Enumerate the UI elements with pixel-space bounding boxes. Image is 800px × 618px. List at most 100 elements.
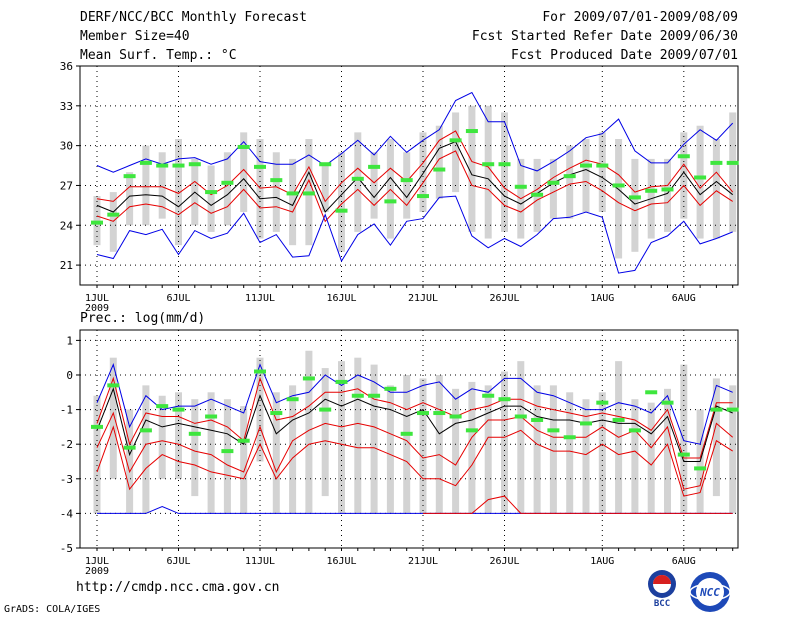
year-label: 2009 xyxy=(85,566,109,577)
observed-marker xyxy=(710,160,723,165)
observed-marker xyxy=(270,411,283,416)
observed-marker xyxy=(351,176,364,181)
observed-marker xyxy=(400,431,413,436)
spread-box xyxy=(566,145,574,219)
spread-box xyxy=(126,172,134,226)
x-tick-label: 21JUL xyxy=(408,556,438,567)
spread-box xyxy=(582,399,590,514)
observed-marker xyxy=(123,174,136,179)
observed-marker xyxy=(368,393,381,398)
spread-box xyxy=(729,112,737,232)
series-line xyxy=(96,150,733,223)
x-tick-label: 6JUL xyxy=(166,293,190,304)
observed-marker xyxy=(449,138,462,143)
spread-box xyxy=(403,374,411,514)
grads-credit: GrADS: COLA/IGES xyxy=(4,604,101,615)
spread-box xyxy=(289,158,297,246)
spread-box xyxy=(484,385,492,514)
x-tick-label: 16JUL xyxy=(326,293,356,304)
forecast-period: For 2009/07/01-2009/08/09 xyxy=(542,10,738,25)
spread-box xyxy=(370,152,378,219)
observed-marker xyxy=(677,452,690,457)
observed-marker xyxy=(221,180,234,185)
series-line xyxy=(96,387,733,462)
observed-marker xyxy=(302,191,315,196)
observed-marker xyxy=(335,379,348,384)
spread-box xyxy=(338,152,345,252)
observed-marker xyxy=(254,164,266,169)
spread-box xyxy=(452,388,460,514)
spread-box xyxy=(549,158,557,219)
observed-marker xyxy=(172,163,185,168)
spread-box xyxy=(615,139,623,259)
observed-marker xyxy=(531,417,544,422)
spread-box xyxy=(517,361,525,514)
header-right: For 2009/07/01-2009/08/09 Fcst Started R… xyxy=(472,8,738,65)
observed-marker xyxy=(319,162,332,167)
observed-marker xyxy=(91,220,103,225)
observed-marker xyxy=(286,191,299,196)
observed-marker xyxy=(498,397,511,402)
spread-box xyxy=(386,385,394,514)
forecast-produced: Fcst Produced Date 2009/07/01 xyxy=(511,48,738,63)
spread-box xyxy=(207,165,215,232)
spread-box xyxy=(533,385,541,514)
observed-marker xyxy=(254,369,266,374)
series-line xyxy=(96,376,733,459)
footer-url[interactable]: http://cmdp.ncc.cma.gov.cn xyxy=(76,580,280,595)
observed-marker xyxy=(91,424,103,429)
spread-box xyxy=(370,364,378,514)
spread-box xyxy=(142,385,150,514)
spread-box xyxy=(696,125,704,239)
y-tick-label: -2 xyxy=(60,438,73,451)
series-line xyxy=(96,130,734,203)
spread-box xyxy=(305,350,313,514)
observed-marker xyxy=(302,376,315,381)
x-tick-label: 11JUL xyxy=(245,556,275,567)
observed-marker xyxy=(694,466,707,471)
observed-marker xyxy=(205,190,218,195)
observed-marker xyxy=(156,163,169,168)
observed-marker xyxy=(465,428,478,433)
spread-box xyxy=(338,361,345,514)
spread-box xyxy=(501,112,508,232)
observed-marker xyxy=(547,180,560,185)
observed-marker xyxy=(237,438,250,443)
observed-marker xyxy=(580,163,592,168)
spread-box xyxy=(598,132,606,212)
x-tick-label: 6AUG xyxy=(672,556,696,567)
spread-box xyxy=(631,158,639,252)
bcc-logo: BCC xyxy=(648,570,676,608)
observed-marker xyxy=(498,162,511,167)
spread-box xyxy=(484,105,492,239)
observed-marker xyxy=(596,400,609,405)
spread-box xyxy=(93,395,101,514)
series-line xyxy=(96,425,733,497)
observed-marker xyxy=(563,435,576,440)
observed-marker xyxy=(596,163,609,168)
observed-marker xyxy=(531,192,544,197)
member-size: Member Size=40 xyxy=(80,29,190,44)
year-label: 2009 xyxy=(85,303,109,314)
spread-box xyxy=(109,357,117,479)
spread-box xyxy=(501,371,508,514)
observed-marker xyxy=(351,393,364,398)
spread-box xyxy=(712,139,720,239)
spread-box xyxy=(272,152,280,232)
observed-marker xyxy=(677,154,690,159)
observed-marker xyxy=(237,144,250,149)
spread-box xyxy=(223,399,231,514)
observed-marker xyxy=(433,167,446,172)
observed-marker xyxy=(139,428,152,433)
x-tick-label: 16JUL xyxy=(326,556,356,567)
spread-box xyxy=(680,132,688,219)
spread-box xyxy=(109,192,117,252)
spread-box xyxy=(729,385,737,514)
observed-marker xyxy=(580,421,592,426)
spread-box xyxy=(272,392,280,514)
spread-box xyxy=(680,364,688,514)
observed-marker xyxy=(107,212,120,217)
observed-marker xyxy=(726,160,739,165)
observed-marker xyxy=(482,162,495,167)
